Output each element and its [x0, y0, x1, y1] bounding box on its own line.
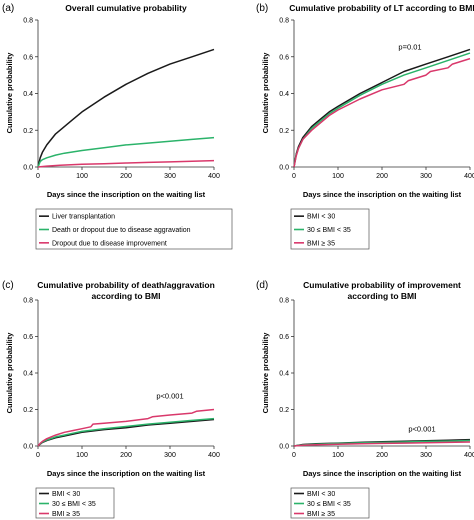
panel-label: (a) — [2, 3, 14, 14]
y-tick-label: 0.4 — [279, 371, 289, 378]
legend-label: 30 ≤ BMI < 35 — [307, 227, 351, 234]
x-tick-label: 200 — [376, 452, 388, 459]
x-axis-label: Days since the inscription on the waitin… — [303, 190, 462, 199]
y-axis-label: Cumulative probability — [261, 332, 270, 414]
y-tick-label: 0.6 — [23, 54, 33, 61]
x-tick-label: 400 — [208, 452, 220, 459]
y-axis-label: Cumulative probability — [261, 52, 270, 134]
panel-c: (c) Cumulative probability of death/aggra… — [2, 280, 220, 519]
y-tick-label: 0.6 — [279, 54, 289, 61]
series-line — [37, 408, 215, 447]
x-tick-label: 300 — [164, 452, 176, 459]
x-tick-label: 0 — [36, 173, 40, 180]
legend-label: Liver transplantation — [52, 214, 115, 221]
x-tick-label: 0 — [292, 173, 296, 180]
p-value-annotation: p<0.001 — [408, 424, 435, 433]
legend: BMI < 30 30 ≤ BMI < 35 BMI ≥ 35 — [290, 487, 370, 519]
legend-label: BMI < 30 — [52, 491, 80, 498]
series-line — [37, 48, 215, 168]
panel-label: (b) — [256, 3, 268, 14]
x-tick-label: 400 — [464, 173, 474, 180]
x-tick-label: 0 — [292, 452, 296, 459]
x-tick-label: 400 — [464, 452, 474, 459]
p-value-annotation: p=0.01 — [398, 42, 421, 51]
y-tick-label: 0.8 — [279, 18, 289, 25]
y-tick-label: 0.8 — [279, 298, 289, 305]
panel-label: (d) — [256, 280, 268, 291]
legend-label: BMI < 30 — [307, 491, 335, 498]
x-tick-label: 300 — [420, 452, 432, 459]
legend: BMI < 30 30 ≤ BMI < 35 BMI ≥ 35 — [290, 208, 370, 250]
y-tick-label: 0.8 — [23, 298, 33, 305]
series-line — [37, 159, 215, 168]
x-tick-label: 100 — [332, 173, 344, 180]
y-tick-label: 0.4 — [23, 371, 33, 378]
x-tick-label: 200 — [120, 173, 132, 180]
panel-a: (a) Overall cumulative probability 0.0 0.2 0… — [2, 3, 233, 250]
x-tick-label: 300 — [164, 173, 176, 180]
p-value-annotation: p<0.001 — [156, 392, 183, 401]
y-tick-label: 0.8 — [23, 18, 33, 25]
chart-title: Overall cumulative probability — [65, 3, 187, 13]
legend: BMI < 30 30 ≤ BMI < 35 BMI ≥ 35 — [35, 487, 115, 519]
x-tick-label: 300 — [420, 173, 432, 180]
series-line — [293, 48, 471, 168]
series-line — [37, 136, 215, 168]
legend-label: Death or dropout due to disease aggravat… — [52, 227, 191, 234]
legend-label: BMI < 30 — [307, 214, 335, 221]
y-tick-label: 0.2 — [23, 407, 33, 414]
panel-d: (d) Cumulative probability of improvement… — [256, 280, 474, 519]
series-line — [293, 52, 471, 168]
y-tick-label: 0.0 — [279, 444, 289, 451]
legend-label: Dropout due to disease improvement — [52, 240, 167, 247]
legend-label: 30 ≤ BMI < 35 — [307, 501, 351, 508]
y-tick-label: 0.2 — [23, 128, 33, 135]
x-axis-label: Days since the inscription on the waitin… — [303, 469, 462, 478]
x-tick-label: 200 — [120, 452, 132, 459]
chart-title: Cumulative probability of improvement — [303, 280, 461, 290]
x-tick-label: 400 — [208, 173, 220, 180]
panel-b: (b) Cumulative probability of LT accordin… — [256, 3, 474, 250]
y-tick-label: 0.6 — [279, 334, 289, 341]
y-tick-label: 0.2 — [279, 128, 289, 135]
x-axis-label: Days since the inscription on the waitin… — [47, 190, 206, 199]
legend-label: BMI ≥ 35 — [307, 511, 335, 518]
chart-title: according to BMI — [348, 291, 417, 301]
legend-label: 30 ≤ BMI < 35 — [52, 501, 96, 508]
y-tick-label: 0.0 — [23, 444, 33, 451]
y-tick-label: 0.2 — [279, 407, 289, 414]
legend-box — [35, 208, 233, 250]
y-tick-label: 0.0 — [279, 165, 289, 172]
y-tick-label: 0.4 — [279, 91, 289, 98]
y-tick-label: 0.6 — [23, 334, 33, 341]
legend: Liver transplantation Death or dropout du… — [35, 208, 233, 250]
y-tick-label: 0.0 — [23, 165, 33, 172]
legend-label: BMI ≥ 35 — [52, 511, 80, 518]
y-axis-label: Cumulative probability — [5, 332, 14, 414]
x-tick-label: 100 — [76, 173, 88, 180]
panel-label: (c) — [2, 280, 14, 291]
legend-label: BMI ≥ 35 — [307, 240, 335, 247]
y-axis-label: Cumulative probability — [5, 52, 14, 134]
y-tick-label: 0.4 — [23, 91, 33, 98]
chart-title: Cumulative probability of death/aggravat… — [37, 280, 215, 290]
x-tick-label: 100 — [76, 452, 88, 459]
series-line — [293, 441, 471, 447]
chart-title: Cumulative probability of LT according t… — [289, 3, 474, 13]
chart-title: according to BMI — [92, 291, 161, 301]
x-tick-label: 0 — [36, 452, 40, 459]
x-axis-label: Days since the inscription on the waitin… — [47, 469, 206, 478]
x-tick-label: 100 — [332, 452, 344, 459]
x-tick-label: 200 — [376, 173, 388, 180]
series-line — [293, 57, 471, 168]
